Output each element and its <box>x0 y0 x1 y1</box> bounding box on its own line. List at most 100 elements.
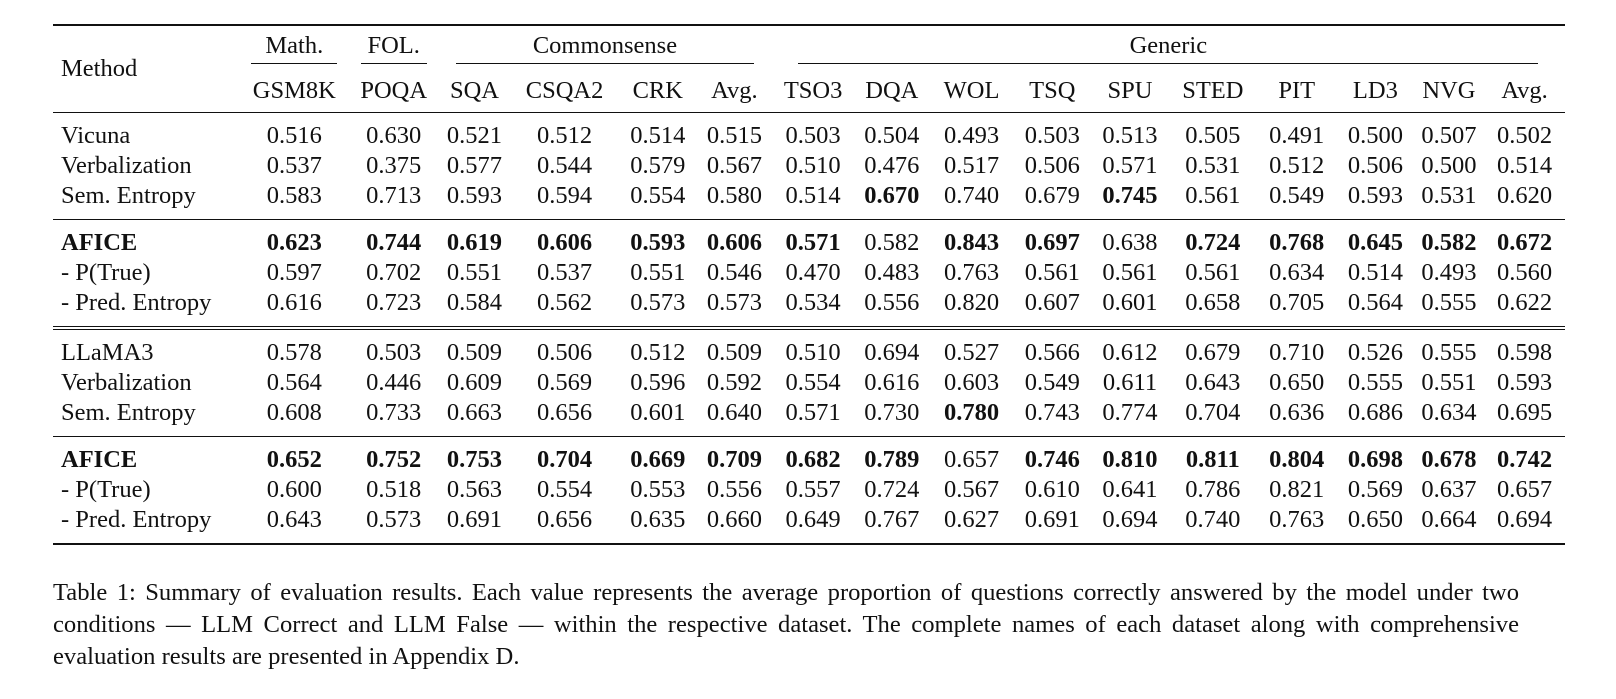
value-cell: 0.502 <box>1484 112 1565 151</box>
value-cell: 0.509 <box>438 326 511 368</box>
table-row: LLaMA3 0.578 0.503 0.509 0.506 0.512 0.509 0.51… <box>53 326 1565 368</box>
value-cell: 0.730 <box>864 399 920 426</box>
value-cell: 0.514 <box>1497 152 1553 179</box>
value-cell: 0.544 <box>537 152 593 179</box>
value-cell: 0.724 <box>864 476 920 503</box>
value-cell: 0.593 <box>618 219 698 258</box>
value-cell: 0.702 <box>366 259 422 286</box>
value-cell: 0.691 <box>438 505 511 545</box>
value-cell: 0.740 <box>943 182 1000 209</box>
value-cell: 0.569 <box>1347 476 1403 503</box>
value-cell: 0.697 <box>1014 219 1091 258</box>
method-cell: Verbalization <box>61 152 192 179</box>
method-cell: - P(True) <box>61 259 151 286</box>
column-header: SQA <box>449 77 499 104</box>
value-cell: 0.583 <box>266 182 322 209</box>
value-cell: 0.679 <box>1024 182 1080 209</box>
value-cell: 0.446 <box>366 369 422 396</box>
value-cell: 0.510 <box>771 326 855 368</box>
value-cell: 0.704 <box>510 436 619 475</box>
value-cell: 0.531 <box>1421 182 1477 209</box>
column-header: Avg. <box>1501 77 1548 104</box>
value-cell: 0.556 <box>864 289 920 316</box>
value-cell: 0.649 <box>771 505 855 545</box>
value-cell: 0.767 <box>854 505 930 545</box>
value-cell: 0.571 <box>785 399 841 426</box>
value-cell: 0.768 <box>1256 219 1338 258</box>
value-cell: 0.789 <box>854 436 930 475</box>
value-cell: 0.577 <box>446 152 503 179</box>
value-cell: 0.600 <box>266 476 322 503</box>
column-header: CRK <box>632 77 683 104</box>
value-cell: 0.567 <box>943 476 1000 503</box>
value-cell: 0.686 <box>1347 399 1403 426</box>
value-cell: 0.503 <box>349 326 439 368</box>
value-cell: 0.557 <box>785 476 841 503</box>
value-cell: 0.705 <box>1269 289 1325 316</box>
value-cell: 0.627 <box>929 505 1014 545</box>
value-cell: 0.571 <box>1102 152 1158 179</box>
value-cell: 0.554 <box>630 182 686 209</box>
method-cell: Sem. Entropy <box>61 182 196 209</box>
value-cell: 0.641 <box>1102 476 1158 503</box>
value-cell: 0.569 <box>537 369 593 396</box>
value-cell: 0.811 <box>1169 436 1257 475</box>
value-cell: 0.537 <box>537 259 593 286</box>
value-cell: 0.643 <box>239 505 350 545</box>
value-cell: 0.724 <box>1169 219 1257 258</box>
value-cell: 0.551 <box>630 259 686 286</box>
value-cell: 0.592 <box>706 369 762 396</box>
value-cell: 0.561 <box>1102 259 1158 286</box>
column-header-row: GSM8K POQA SQA CSQA2 CRK Avg. TSO3 DQA WOL TSQ SPU… <box>53 70 1565 113</box>
value-cell: 0.506 <box>1024 152 1080 179</box>
value-cell: 0.573 <box>349 505 439 545</box>
table-row: - Pred. Entropy 0.616 0.723 0.584 0.562 0.573… <box>53 288 1565 328</box>
value-cell: 0.507 <box>1413 112 1485 151</box>
value-cell: 0.503 <box>1014 112 1091 151</box>
value-cell: 0.493 <box>1421 259 1477 286</box>
value-cell: 0.669 <box>618 436 698 475</box>
value-cell: 0.555 <box>1347 369 1403 396</box>
value-cell: 0.763 <box>943 259 1000 286</box>
column-header: TSQ <box>1029 77 1076 104</box>
value-cell: 0.733 <box>366 399 422 426</box>
value-cell: 0.470 <box>785 259 841 286</box>
value-cell: 0.670 <box>864 182 920 209</box>
group-header-row: Method Math. FOL. Commonsense Generic <box>53 25 1565 82</box>
method-cell: Sem. Entropy <box>61 399 196 426</box>
table-row: Verbalization 0.564 0.446 0.609 0.569 0.596 0.… <box>53 368 1565 398</box>
value-cell: 0.657 <box>929 436 1014 475</box>
value-cell: 0.554 <box>785 369 841 396</box>
value-cell: 0.534 <box>785 289 841 316</box>
method-cell: AFICE <box>53 436 240 475</box>
value-cell: 0.503 <box>771 112 855 151</box>
method-cell: AFICE <box>53 219 240 258</box>
value-cell: 0.608 <box>266 399 322 426</box>
method-cell: Verbalization <box>61 369 192 396</box>
table-row: - P(True) 0.600 0.518 0.563 0.554 0.553 0.556 0… <box>53 475 1565 505</box>
value-cell: 0.635 <box>618 505 698 545</box>
group-header-commonsense: Commonsense <box>438 25 771 70</box>
value-cell: 0.672 <box>1484 219 1565 258</box>
value-cell: 0.664 <box>1413 505 1485 545</box>
value-cell: 0.509 <box>697 326 772 368</box>
method-cell: - Pred. Entropy <box>61 289 212 316</box>
value-cell: 0.514 <box>785 182 841 209</box>
value-cell: 0.551 <box>1421 369 1477 396</box>
value-cell: 0.593 <box>446 182 503 209</box>
value-cell: 0.774 <box>1102 399 1158 426</box>
group-header-fol: FOL. <box>349 25 438 70</box>
value-cell: 0.537 <box>266 152 322 179</box>
value-cell: 0.578 <box>239 326 350 368</box>
value-cell: 0.563 <box>446 476 503 503</box>
results-table: Method Math. FOL. Commonsense Generic GS… <box>53 24 1565 545</box>
value-cell: 0.698 <box>1337 436 1414 475</box>
value-cell: 0.596 <box>630 369 686 396</box>
value-cell: 0.566 <box>1014 326 1091 368</box>
column-header: WOL <box>943 77 1000 104</box>
value-cell: 0.491 <box>1256 112 1338 151</box>
value-cell: 0.746 <box>1014 436 1091 475</box>
column-header: CSQA2 <box>525 77 604 104</box>
group-label: Math. <box>251 32 338 64</box>
value-cell: 0.744 <box>349 219 439 258</box>
